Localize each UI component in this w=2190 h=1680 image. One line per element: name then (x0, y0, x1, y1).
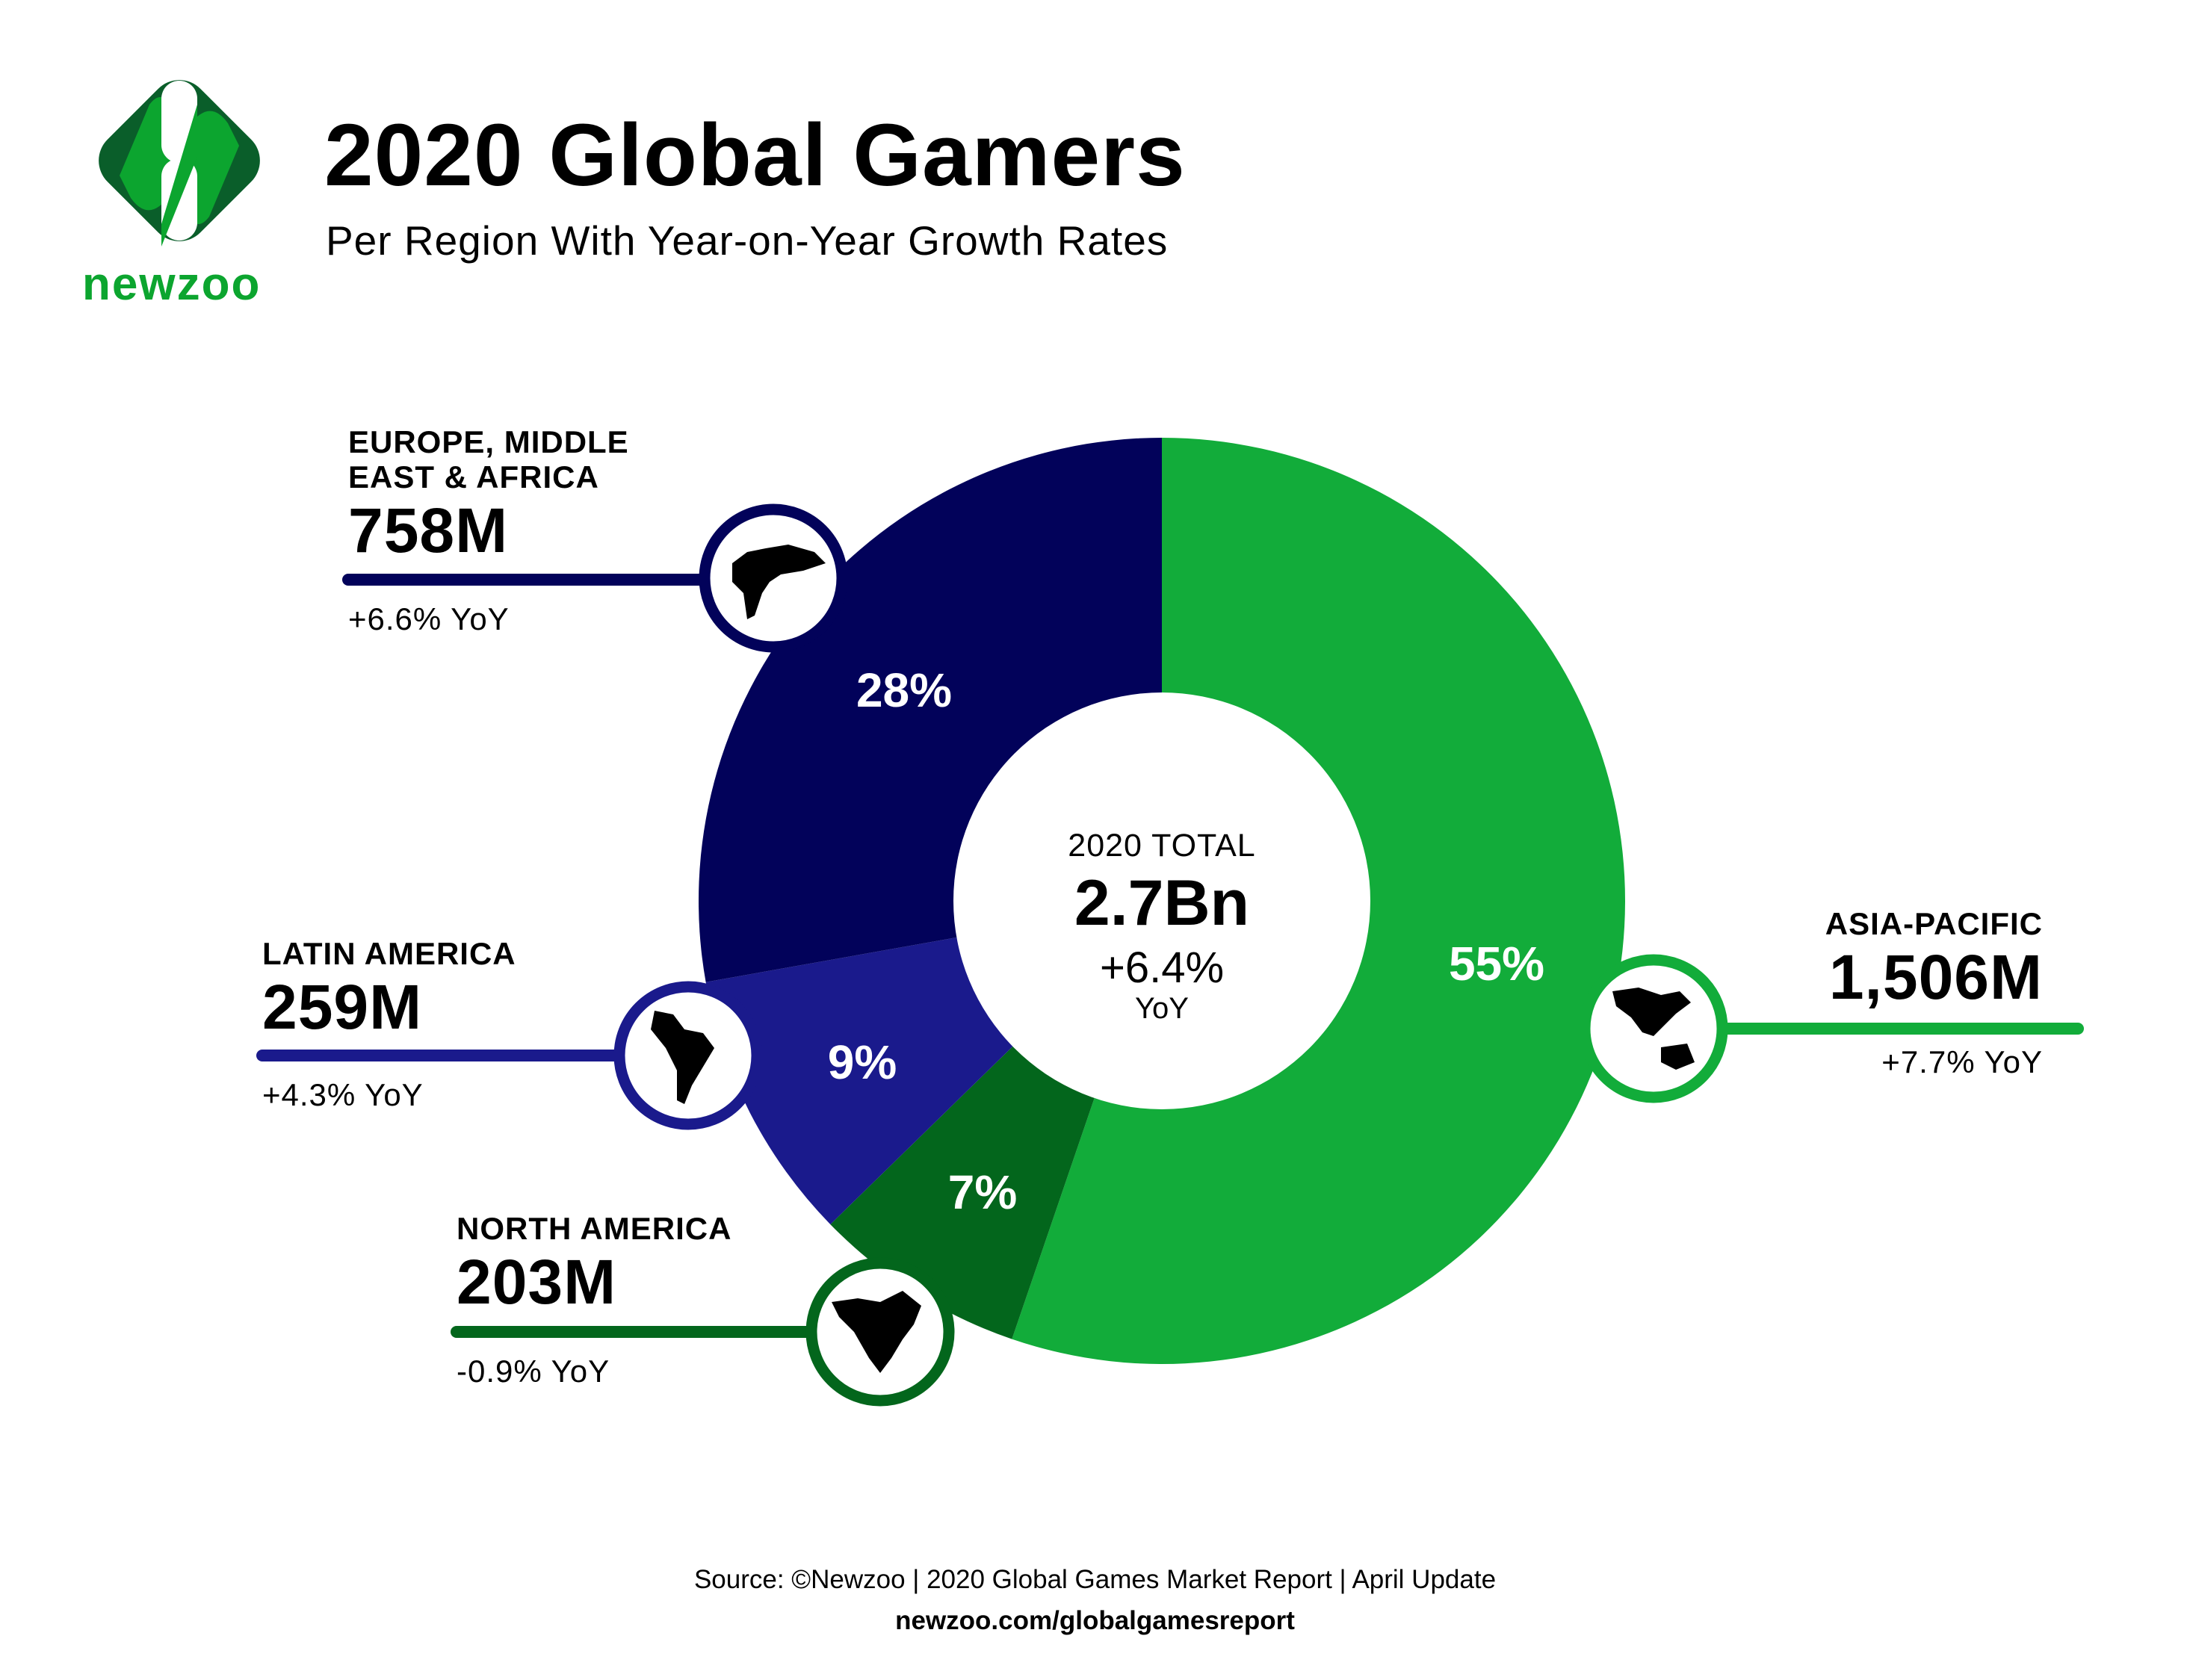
percent-label-emea: 28% (856, 663, 953, 717)
region-yoy: -0.9% YoY (457, 1354, 610, 1389)
region-name: EUROPE, MIDDLE (348, 424, 629, 459)
center-total: 2.7Bn (1074, 867, 1250, 939)
latin-america-map-icon (651, 1011, 714, 1104)
region-name: NORTH AMERICA (457, 1211, 732, 1246)
region-value: 259M (262, 972, 423, 1042)
label-north-america: NORTH AMERICA 203M (457, 1211, 731, 1318)
brand-wordmark: newzoo (82, 258, 262, 310)
label-asia-pacific: ASIA-PACIFIC 1,506M (1825, 906, 2043, 1014)
source-note: Source: ©Newzoo | 2020 Global Games Mark… (693, 1565, 1497, 1594)
region-value: 1,506M (1828, 942, 2043, 1012)
region-value: 758M (348, 495, 509, 565)
center-growth-label: YoY (1135, 992, 1189, 1025)
region-name: EAST & AFRICA (348, 459, 599, 495)
region-value: 203M (457, 1247, 617, 1317)
percent-label-north-america: 7% (947, 1165, 1018, 1219)
region-name: ASIA-PACIFIC (1825, 906, 2043, 941)
percent-label-asia-pacific: 55% (1448, 937, 1545, 991)
region-name: LATIN AMERICA (262, 936, 516, 971)
region-yoy: +7.7% YoY (1881, 1044, 2043, 1079)
region-yoy: +6.6% YoY (348, 601, 510, 636)
page-title: 2020 Global Gamers (324, 106, 1186, 205)
label-latin-america: LATIN AMERICA 259M (262, 936, 516, 1044)
donut-hole (953, 692, 1370, 1109)
center-growth: +6.4% (1099, 943, 1225, 992)
emea-map-icon (732, 545, 826, 619)
report-link[interactable]: newzoo.com/globalgamesreport (895, 1606, 1295, 1635)
region-yoy: +4.3% YoY (262, 1077, 424, 1112)
center-label: 2020 TOTAL (1068, 828, 1256, 864)
percent-label-latin-america: 9% (827, 1035, 897, 1089)
asia-pacific-map-icon (1612, 988, 1695, 1070)
north-america-map-icon (832, 1291, 921, 1373)
newzoo-logo (99, 80, 260, 247)
label-emea: EUROPE, MIDDLE EAST & AFRICA 758M (348, 424, 629, 567)
page-subtitle: Per Region With Year-on-Year Growth Rate… (326, 217, 1169, 264)
